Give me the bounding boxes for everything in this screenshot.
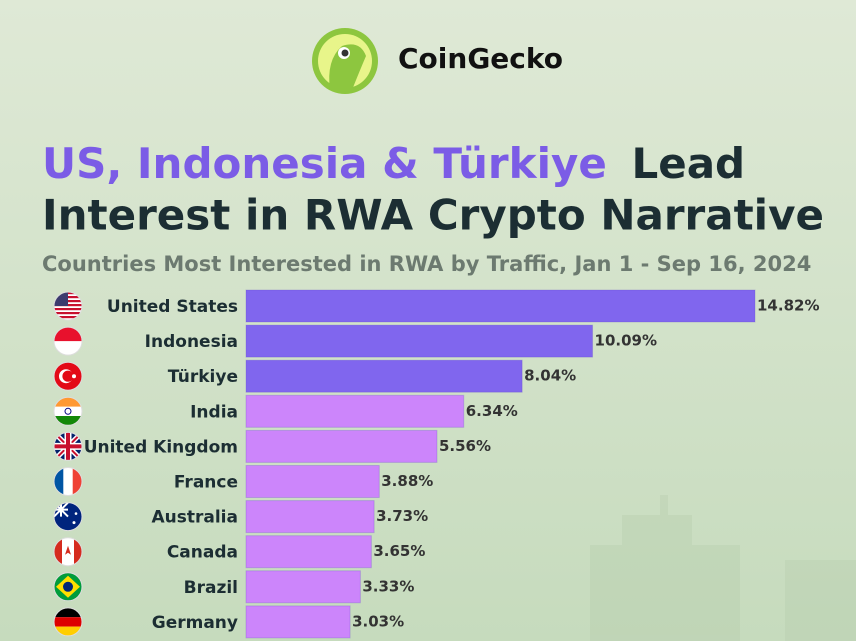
bar [245, 429, 438, 463]
value-label: 6.34% [466, 402, 518, 420]
value-label: 8.04% [524, 367, 576, 385]
brand-name: CoinGecko [398, 42, 563, 75]
flag-border [53, 291, 83, 321]
flag-part [72, 467, 82, 496]
flag-border [53, 431, 83, 461]
flag-body [54, 537, 82, 566]
flag-border [53, 467, 83, 496]
flag-border [53, 326, 83, 356]
chart-subtitle: Countries Most Interested in RWA by Traf… [42, 252, 811, 276]
bar [245, 570, 361, 604]
bar [245, 289, 756, 323]
flag [53, 396, 83, 426]
flag-part [54, 316, 82, 319]
flag [53, 326, 83, 356]
flag [53, 607, 83, 637]
flag-part [54, 397, 82, 407]
value-label: 3.65% [373, 542, 425, 560]
plot: United States 14.82% Indonesia 10.09% Türkiy… [53, 289, 819, 639]
y-tick-label: United Kingdom [84, 437, 238, 457]
flag-body [54, 607, 82, 636]
building-decoration [590, 495, 856, 641]
bar [245, 394, 465, 428]
flag-body [54, 432, 82, 461]
flag-border [53, 396, 83, 426]
flag-part [74, 512, 78, 515]
flag-part [62, 370, 74, 382]
y-tick-label: United States [107, 297, 238, 317]
flag [53, 431, 83, 461]
flag [53, 572, 83, 602]
flag-part [65, 545, 71, 555]
flag [53, 291, 83, 321]
flag-part [64, 407, 72, 415]
flag-part [72, 374, 76, 379]
y-tick-label: Canada [167, 543, 238, 563]
flag-body [54, 572, 82, 601]
bar [245, 535, 372, 569]
flag-part [54, 312, 82, 315]
value-label: 3.73% [376, 507, 428, 525]
flag-border [53, 572, 83, 602]
flag-border [53, 537, 83, 567]
flag-part [54, 502, 69, 518]
flag-part [54, 617, 82, 627]
flag-border [53, 502, 83, 532]
chart-title: Interest in RWA Crypto Narrative [42, 191, 824, 240]
flag-border [53, 361, 83, 391]
flag-part [54, 626, 82, 636]
flag-body [54, 397, 82, 426]
bar [245, 359, 523, 393]
flag-border [53, 607, 83, 637]
flag-part [54, 308, 82, 311]
y-tick-label: Germany [152, 613, 238, 633]
flag-part [54, 607, 82, 618]
value-label: 3.33% [362, 577, 414, 595]
flag [53, 537, 83, 567]
value-label: 3.88% [381, 472, 433, 490]
y-tick-label: Türkiye [168, 367, 238, 387]
flag-part [54, 537, 62, 566]
flag-body [54, 327, 82, 356]
y-tick-label: Indonesia [145, 332, 238, 352]
bar [245, 465, 380, 498]
bar [245, 324, 594, 358]
bar [245, 605, 351, 639]
flag-part [74, 537, 82, 566]
y-tick-label: Brazil [184, 578, 238, 598]
flag-part [54, 432, 82, 461]
title-text: Lead [631, 139, 745, 188]
flag-part [54, 467, 64, 496]
flag-body [54, 362, 82, 391]
y-tick-label: India [190, 402, 238, 422]
y-tick-label: Australia [152, 508, 239, 528]
flag [53, 361, 83, 391]
flag-body [54, 502, 82, 531]
flag-part [72, 521, 76, 525]
logo [312, 28, 378, 94]
flag-body [54, 467, 82, 496]
y-tick-label: France [174, 473, 238, 493]
value-label: 14.82% [757, 297, 819, 315]
value-label: 3.03% [352, 612, 404, 630]
flag [53, 467, 83, 496]
flag-part [54, 416, 82, 426]
value-label: 10.09% [595, 332, 657, 350]
flag-part [54, 327, 82, 342]
title-highlight: US, Indonesia & Türkiye [42, 139, 607, 188]
chart-title: US, Indonesia & Türkiye Lead [42, 139, 745, 188]
flag [53, 502, 83, 532]
value-label: 5.56% [439, 437, 491, 455]
flag-part [63, 581, 73, 592]
bar [245, 500, 375, 534]
